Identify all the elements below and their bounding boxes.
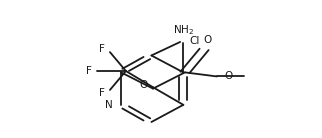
Text: O: O	[225, 71, 233, 81]
Text: O: O	[139, 79, 147, 90]
Text: NH$_2$: NH$_2$	[173, 23, 194, 37]
Text: N: N	[105, 100, 113, 110]
Text: F: F	[99, 44, 105, 54]
Text: F: F	[99, 88, 105, 98]
Text: O: O	[203, 35, 212, 45]
Text: F: F	[87, 66, 92, 76]
Text: Cl: Cl	[190, 36, 200, 46]
